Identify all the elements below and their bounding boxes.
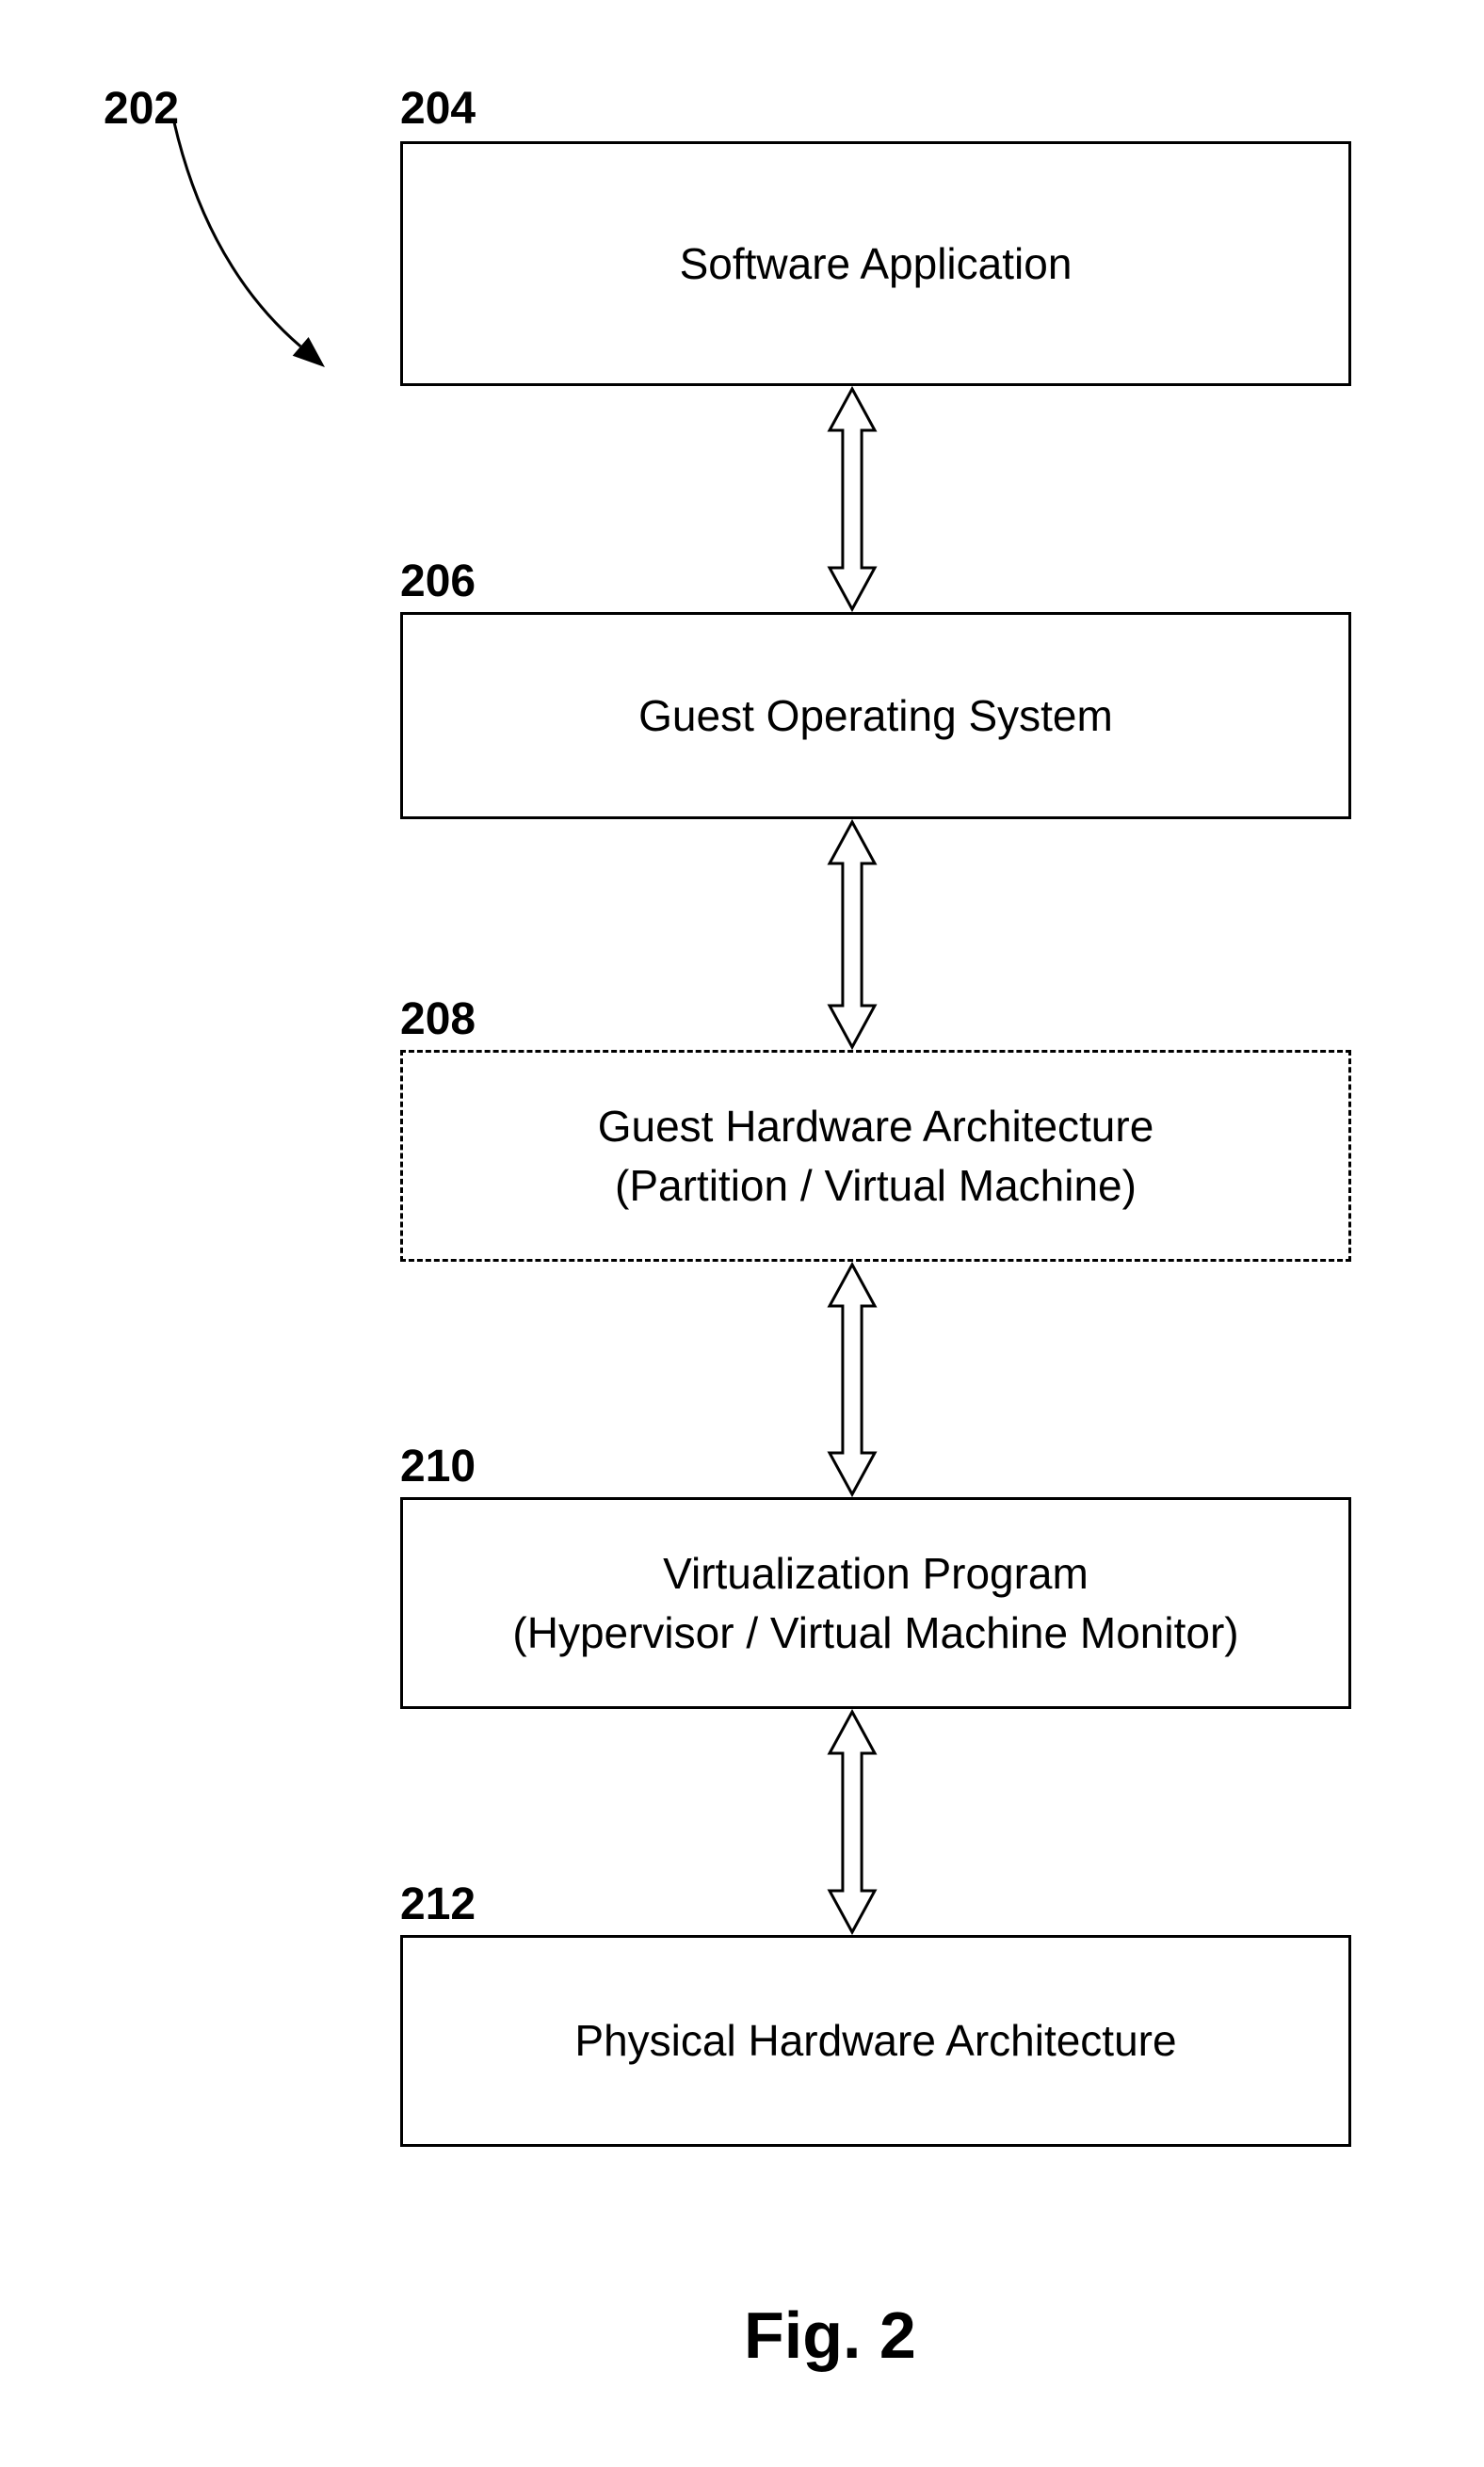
box-virt-line1: Virtualization Program bbox=[663, 1544, 1089, 1603]
overall-pointer-arrow bbox=[137, 104, 363, 405]
box-phys-line1: Physical Hardware Architecture bbox=[574, 2011, 1176, 2070]
ref-virt: 210 bbox=[400, 1441, 476, 1492]
box-guest-hw-line2: (Partition / Virtual Machine) bbox=[615, 1156, 1137, 1215]
figure-caption: Fig. 2 bbox=[744, 2298, 916, 2373]
box-virtualization-program: Virtualization Program (Hypervisor / Vir… bbox=[400, 1497, 1351, 1709]
ref-phys-text: 212 bbox=[400, 1879, 476, 1929]
double-arrow-icon bbox=[826, 1262, 879, 1497]
box-guest-hw-line1: Guest Hardware Architecture bbox=[598, 1097, 1154, 1155]
box-guest-operating-system: Guest Operating System bbox=[400, 612, 1351, 819]
ref-guest-hw-text: 208 bbox=[400, 994, 476, 1044]
ref-app: 204 bbox=[400, 83, 476, 135]
box-app-line1: Software Application bbox=[680, 234, 1073, 293]
ref-phys: 212 bbox=[400, 1878, 476, 1930]
box-virt-line2: (Hypervisor / Virtual Machine Monitor) bbox=[512, 1604, 1238, 1662]
figure-caption-text: Fig. 2 bbox=[744, 2298, 916, 2372]
double-arrow-icon bbox=[826, 1709, 879, 1935]
ref-overall-text: 202 bbox=[104, 84, 179, 134]
diagram-canvas: 202 204 206 208 210 212 Software Applica… bbox=[0, 0, 1484, 2467]
ref-guest-os-text: 206 bbox=[400, 556, 476, 606]
ref-overall: 202 bbox=[104, 83, 179, 135]
box-guest-os-line1: Guest Operating System bbox=[638, 686, 1113, 745]
double-arrow-icon bbox=[826, 819, 879, 1050]
double-arrow-icon bbox=[826, 386, 879, 612]
ref-app-text: 204 bbox=[400, 84, 476, 134]
ref-guest-os: 206 bbox=[400, 556, 476, 607]
box-software-application: Software Application bbox=[400, 141, 1351, 386]
ref-virt-text: 210 bbox=[400, 1442, 476, 1491]
ref-guest-hw: 208 bbox=[400, 993, 476, 1045]
box-physical-hardware-architecture: Physical Hardware Architecture bbox=[400, 1935, 1351, 2147]
box-guest-hardware-architecture: Guest Hardware Architecture (Partition /… bbox=[400, 1050, 1351, 1262]
